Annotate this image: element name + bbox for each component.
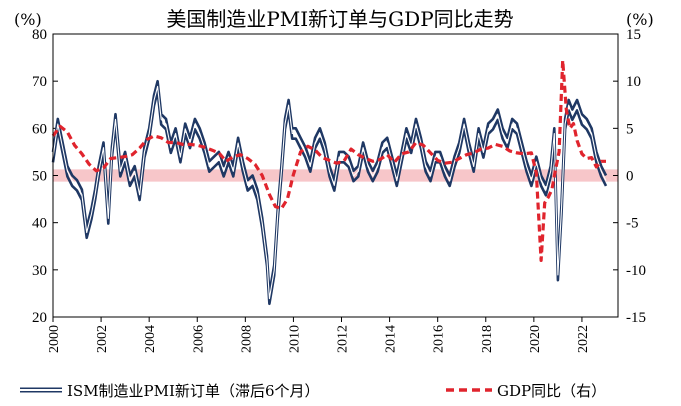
- right-tick-label-10: 10: [626, 74, 641, 90]
- series-gdp: [51, 58, 606, 262]
- left-tick-label-20: 20: [32, 310, 47, 326]
- legend: ISM制造业PMI新订单（滞后6个月） GDP同比（右）: [20, 382, 606, 400]
- left-tick-label-40: 40: [32, 216, 47, 232]
- right-tick-label--10: -10: [626, 263, 646, 279]
- right-tick-label--15: -15: [626, 310, 646, 326]
- legend-item-gdp: GDP同比（右）: [446, 382, 606, 400]
- pmi-line-upper: [51, 79, 608, 295]
- right-tick-label--5: -5: [626, 216, 639, 232]
- gdp-line: [51, 58, 606, 262]
- right-tick-label-0: 0: [626, 169, 634, 185]
- plot-frame: [52, 33, 619, 318]
- x-tick-label-2016: 2016: [432, 325, 447, 353]
- x-tick-label-2014: 2014: [384, 325, 399, 353]
- x-tick-label-2002: 2002: [95, 325, 110, 353]
- left-tick-label-80: 80: [32, 27, 47, 43]
- series-layer: [51, 58, 608, 306]
- x-tick-label-2020: 2020: [528, 325, 543, 353]
- right-axis-ticks: -15 -10 -5 0 5 10 15: [613, 27, 646, 326]
- x-tick-label-2012: 2012: [336, 325, 351, 353]
- left-tick-label-50: 50: [32, 169, 47, 185]
- pmi-line-core: [52, 85, 607, 300]
- x-tick-label-2000: 2000: [47, 325, 62, 353]
- x-axis-ticks: 2000 2002 2004 2006 2008 2010 2012 2014 2016 2018…: [47, 317, 591, 353]
- x-tick-label-2010: 2010: [287, 325, 302, 353]
- x-tick-label-2004: 2004: [143, 325, 158, 353]
- x-tick-label-2018: 2018: [480, 325, 495, 353]
- series-pmi: [51, 79, 608, 306]
- right-tick-label-5: 5: [626, 121, 634, 137]
- legend-label-pmi: ISM制造业PMI新订单（滞后6个月）: [67, 382, 319, 400]
- pmi-line-lower: [51, 90, 608, 306]
- left-tick-label-60: 60: [32, 121, 47, 137]
- right-tick-label-15: 15: [626, 27, 641, 43]
- right-axis-unit: (%): [626, 10, 654, 29]
- left-tick-label-70: 70: [32, 74, 47, 90]
- chart-title: 美国制造业PMI新订单与GDP同比走势: [166, 7, 513, 31]
- legend-label-gdp: GDP同比（右）: [497, 382, 606, 400]
- x-tick-label-2022: 2022: [576, 325, 591, 353]
- left-axis-ticks: 20 30 40 50 60 70 80: [32, 27, 58, 326]
- x-tick-label-2006: 2006: [191, 325, 206, 353]
- left-tick-label-30: 30: [32, 263, 47, 279]
- left-axis-unit: (%): [14, 10, 42, 29]
- x-tick-label-2008: 2008: [239, 325, 254, 353]
- legend-item-pmi: ISM制造业PMI新订单（滞后6个月）: [20, 382, 319, 400]
